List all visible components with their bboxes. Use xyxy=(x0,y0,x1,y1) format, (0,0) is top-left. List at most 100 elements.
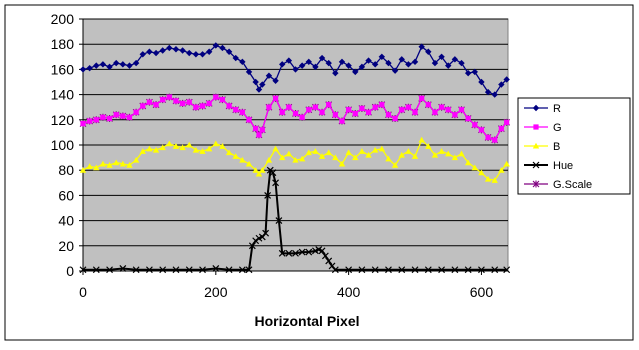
data-point-marker xyxy=(318,54,326,62)
data-point-marker xyxy=(484,175,492,182)
series-b xyxy=(79,136,510,183)
data-point-marker xyxy=(318,153,326,159)
series-r xyxy=(79,42,510,98)
data-point-marker xyxy=(385,266,392,274)
data-point-marker xyxy=(245,266,253,274)
data-point-marker xyxy=(126,62,133,69)
data-point-marker xyxy=(378,53,386,60)
data-point-marker xyxy=(272,145,279,152)
data-point-marker xyxy=(451,154,459,161)
data-point-marker xyxy=(246,117,252,123)
data-point-marker xyxy=(491,177,498,183)
data-point-marker xyxy=(399,107,405,113)
data-point-marker xyxy=(119,265,127,272)
data-point-marker xyxy=(159,47,166,54)
data-point-marker xyxy=(80,120,86,127)
data-point-marker xyxy=(438,104,445,110)
data-point-marker xyxy=(451,56,459,63)
data-point-marker xyxy=(491,91,498,98)
y-tick-label: 160 xyxy=(51,61,75,77)
data-point-marker xyxy=(371,146,379,153)
data-point-marker xyxy=(498,81,505,88)
data-point-marker xyxy=(438,148,445,154)
data-point-marker xyxy=(252,78,259,86)
data-point-marker xyxy=(298,62,306,69)
data-point-marker xyxy=(312,148,319,154)
legend-label: G xyxy=(553,122,562,134)
data-point-marker xyxy=(219,97,226,103)
data-point-marker xyxy=(346,107,352,113)
data-point-marker xyxy=(306,107,312,113)
data-point-marker xyxy=(503,160,510,167)
data-point-marker xyxy=(186,141,193,148)
data-point-marker xyxy=(275,217,283,225)
data-point-marker xyxy=(252,167,259,173)
data-point-marker xyxy=(186,49,193,57)
data-point-marker xyxy=(285,150,293,157)
x-tick-label: 0 xyxy=(79,284,87,300)
y-tick-label: 200 xyxy=(51,11,75,27)
data-point-marker xyxy=(92,266,100,274)
data-point-marker xyxy=(352,110,358,117)
data-point-marker xyxy=(106,266,113,274)
data-point-marker xyxy=(132,59,140,67)
data-point-marker xyxy=(172,143,180,149)
data-point-marker xyxy=(79,66,87,73)
data-point-marker xyxy=(332,112,338,118)
data-point-marker xyxy=(255,86,263,93)
data-point-marker xyxy=(338,58,346,66)
data-point-marker xyxy=(159,144,166,151)
data-point-marker xyxy=(166,140,173,147)
data-point-marker xyxy=(140,103,146,109)
data-point-marker xyxy=(179,144,186,151)
data-point-marker xyxy=(338,160,346,167)
series-layer xyxy=(79,42,511,274)
data-point-marker xyxy=(411,153,419,159)
legend-item: G.Scale xyxy=(524,179,592,191)
legend-label: R xyxy=(553,103,561,115)
data-point-marker xyxy=(292,156,299,163)
data-point-marker xyxy=(503,266,511,274)
data-point-marker xyxy=(199,51,206,58)
data-point-marker xyxy=(465,115,471,122)
data-point-marker xyxy=(298,155,306,162)
data-point-marker xyxy=(464,266,472,274)
legend-marker xyxy=(532,180,540,188)
data-point-marker xyxy=(358,148,366,154)
data-point-marker xyxy=(425,143,432,149)
data-point-marker xyxy=(492,137,498,143)
data-point-marker xyxy=(298,248,306,256)
y-tick-label: 20 xyxy=(58,238,74,254)
data-point-marker xyxy=(106,63,113,71)
data-point-marker xyxy=(292,110,299,117)
y-tick-label: 180 xyxy=(51,36,75,52)
data-point-marker xyxy=(238,266,246,274)
data-point-marker xyxy=(425,48,432,55)
data-point-marker xyxy=(179,47,186,54)
data-point-marker xyxy=(345,62,352,69)
data-point-marker xyxy=(180,100,186,107)
data-point-marker xyxy=(478,78,485,86)
data-point-marker xyxy=(419,95,425,101)
data-point-marker xyxy=(248,242,256,250)
data-point-marker xyxy=(385,155,392,162)
data-point-marker xyxy=(405,148,412,154)
data-point-marker xyxy=(146,48,153,55)
legend-label: G.Scale xyxy=(553,179,592,191)
data-point-marker xyxy=(325,149,332,156)
x-tick-label: 200 xyxy=(204,284,228,300)
legend-label: Hue xyxy=(553,160,573,172)
data-point-marker xyxy=(411,58,419,66)
data-point-marker xyxy=(199,103,206,109)
data-point-marker xyxy=(93,117,99,123)
data-point-marker xyxy=(398,151,405,158)
data-point-marker xyxy=(504,119,510,125)
data-point-marker xyxy=(213,94,219,100)
x-tick-label: 600 xyxy=(470,284,494,300)
data-point-marker xyxy=(321,252,329,260)
data-point-marker xyxy=(219,143,226,149)
data-point-marker xyxy=(279,61,286,68)
data-point-marker xyxy=(87,118,93,124)
